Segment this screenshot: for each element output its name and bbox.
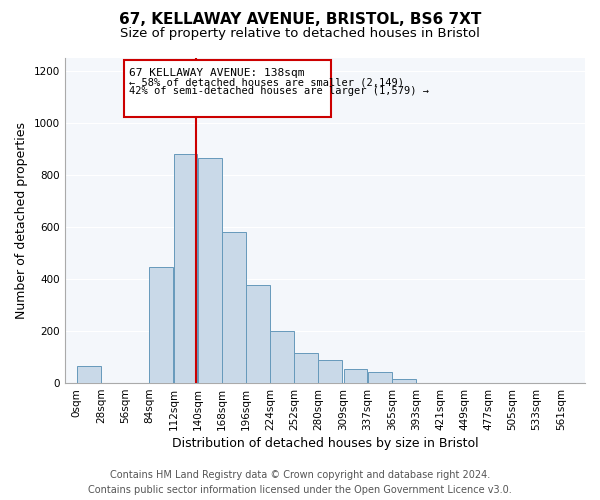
- Text: 42% of semi-detached houses are larger (1,579) →: 42% of semi-detached houses are larger (…: [128, 86, 428, 96]
- Bar: [270, 331, 294, 383]
- X-axis label: Distribution of detached houses by size in Bristol: Distribution of detached houses by size …: [172, 437, 478, 450]
- Bar: [368, 372, 392, 383]
- Text: ← 58% of detached houses are smaller (2,149): ← 58% of detached houses are smaller (2,…: [128, 77, 404, 87]
- Bar: [222, 232, 246, 383]
- Text: Contains HM Land Registry data © Crown copyright and database right 2024.
Contai: Contains HM Land Registry data © Crown c…: [88, 470, 512, 495]
- Text: 67, KELLAWAY AVENUE, BRISTOL, BS6 7XT: 67, KELLAWAY AVENUE, BRISTOL, BS6 7XT: [119, 12, 481, 28]
- Bar: [344, 368, 367, 383]
- Bar: [149, 267, 173, 383]
- Bar: [295, 353, 318, 383]
- Text: 67 KELLAWAY AVENUE: 138sqm: 67 KELLAWAY AVENUE: 138sqm: [128, 68, 304, 78]
- Bar: [197, 158, 221, 383]
- Bar: [173, 154, 197, 383]
- Bar: [246, 286, 270, 383]
- Y-axis label: Number of detached properties: Number of detached properties: [15, 122, 28, 319]
- Bar: [319, 360, 343, 383]
- Bar: [77, 366, 101, 383]
- Text: Size of property relative to detached houses in Bristol: Size of property relative to detached ho…: [120, 28, 480, 40]
- Bar: [392, 379, 416, 383]
- FancyBboxPatch shape: [124, 60, 331, 118]
